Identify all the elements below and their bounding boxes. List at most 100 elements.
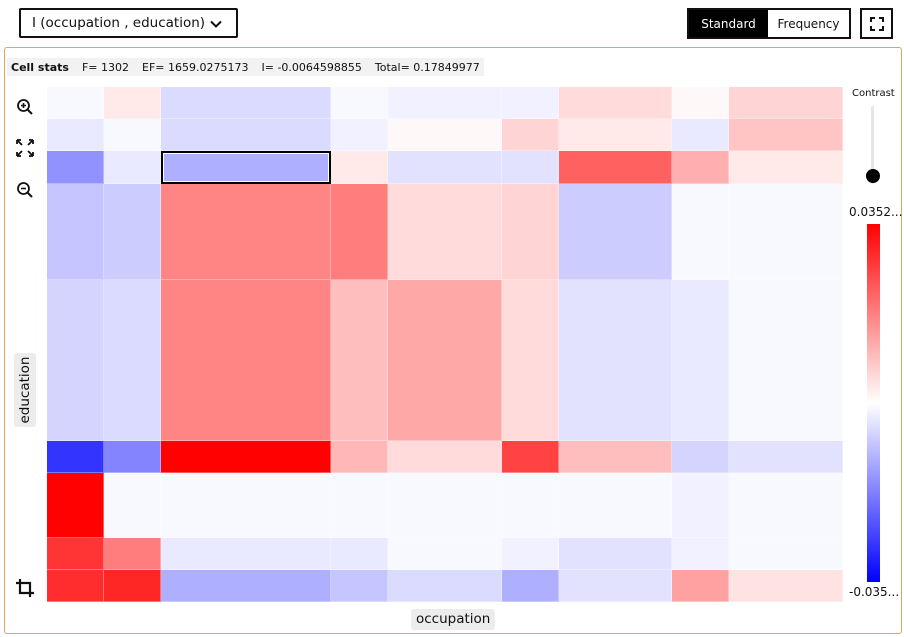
heatmap-cell[interactable] (672, 151, 730, 184)
heatmap-cell[interactable] (47, 119, 104, 152)
heatmap-cell[interactable] (501, 183, 559, 281)
heatmap-cell[interactable] (672, 473, 730, 538)
heatmap-cell[interactable] (47, 441, 104, 474)
contrast-slider-track[interactable] (871, 106, 874, 184)
heatmap-cell[interactable] (160, 441, 332, 474)
heatmap-cell[interactable] (558, 183, 673, 281)
heatmap-cell[interactable] (729, 183, 843, 281)
heatmap-cell[interactable] (672, 87, 730, 120)
zoom-out-icon (17, 182, 33, 198)
heatmap-cell[interactable] (103, 473, 161, 538)
heatmap-cell[interactable] (729, 280, 843, 442)
heatmap-cell[interactable] (331, 537, 389, 570)
heatmap-cell[interactable] (331, 151, 389, 184)
heatmap-cell[interactable] (558, 151, 673, 184)
heatmap-cell[interactable] (331, 280, 389, 442)
heatmap-cell[interactable] (388, 183, 502, 281)
frequency-button[interactable]: Frequency (768, 10, 849, 37)
heatmap-cell[interactable] (160, 473, 332, 538)
heatmap-cell[interactable] (160, 537, 332, 570)
heatmap-cell[interactable] (160, 569, 332, 602)
heatmap-cell[interactable] (729, 119, 843, 152)
heatmap-cell[interactable] (103, 183, 161, 281)
zoom-out-button[interactable] (14, 179, 36, 201)
heatmap-cell[interactable] (160, 151, 332, 184)
heatmap-cell[interactable] (501, 119, 559, 152)
zoom-in-button[interactable] (14, 96, 36, 118)
heatmap-cell[interactable] (672, 183, 730, 281)
heatmap-cell[interactable] (160, 87, 332, 120)
heatmap-cell[interactable] (672, 537, 730, 570)
heatmap-cell[interactable] (103, 119, 161, 152)
standard-button[interactable]: Standard (689, 10, 768, 37)
expand-icon (16, 139, 34, 157)
heatmap-cell[interactable] (331, 473, 389, 538)
heatmap-cell[interactable] (729, 441, 843, 474)
heatmap-cell[interactable] (501, 569, 559, 602)
heatmap-cell[interactable] (558, 537, 673, 570)
heatmap-cell[interactable] (672, 119, 730, 152)
heatmap-cell[interactable] (160, 280, 332, 442)
heatmap-cell[interactable] (160, 183, 332, 281)
heatmap-cell[interactable] (672, 569, 730, 602)
color-legend-bar (867, 224, 880, 582)
heatmap-cell[interactable] (501, 151, 559, 184)
fit-view-button[interactable] (14, 137, 36, 159)
heatmap-cell[interactable] (388, 280, 502, 442)
heatmap-cell[interactable] (47, 87, 104, 120)
heatmap-cell[interactable] (47, 151, 104, 184)
contrast-slider-thumb[interactable] (866, 169, 880, 184)
heatmap-cell[interactable] (331, 87, 389, 120)
heatmap-cell[interactable] (501, 473, 559, 538)
heatmap-cell[interactable] (558, 280, 673, 442)
heatmap-cell[interactable] (672, 280, 730, 442)
heatmap-cell[interactable] (501, 87, 559, 120)
heatmap-cell[interactable] (501, 537, 559, 570)
heatmap-cell[interactable] (388, 441, 502, 474)
heatmap-cell[interactable] (103, 87, 161, 120)
heatmap-cell[interactable] (47, 473, 104, 538)
heatmap-cell[interactable] (331, 569, 389, 602)
heatmap-cell[interactable] (103, 280, 161, 442)
crop-button[interactable] (14, 577, 36, 599)
heatmap-cell[interactable] (388, 537, 502, 570)
cell-stats-bar: Cell stats F= 1302 EF= 1659.0275173 I= -… (7, 58, 484, 76)
heatmap-cell[interactable] (388, 151, 502, 184)
heatmap-cell[interactable] (729, 569, 843, 602)
heatmap-cell[interactable] (160, 119, 332, 152)
fullscreen-button[interactable] (860, 8, 893, 39)
heatmap-cell[interactable] (558, 87, 673, 120)
heatmap-cell[interactable] (388, 87, 502, 120)
heatmap-cell[interactable] (388, 473, 502, 538)
heatmap-cell[interactable] (729, 87, 843, 120)
cell-stat-f: F= 1302 (81, 60, 129, 74)
heatmap-cell[interactable] (672, 441, 730, 474)
heatmap-cell[interactable] (558, 473, 673, 538)
contrast-label: Contrast (852, 88, 895, 99)
heatmap-cell[interactable] (558, 119, 673, 152)
heatmap-cell[interactable] (331, 119, 389, 152)
selector-label: I (occupation , education) (32, 15, 206, 31)
heatmap-cell[interactable] (103, 151, 161, 184)
heatmap-cell[interactable] (331, 183, 389, 281)
view-mode-toggle: Standard Frequency (687, 8, 851, 39)
heatmap-cell[interactable] (103, 441, 161, 474)
heatmap-cell[interactable] (388, 569, 502, 602)
heatmap-cell[interactable] (103, 569, 161, 602)
heatmap-cell[interactable] (47, 280, 104, 442)
heatmap-cell[interactable] (501, 280, 559, 442)
heatmap-cell[interactable] (558, 441, 673, 474)
heatmap-cell[interactable] (729, 537, 843, 570)
heatmap-cell[interactable] (388, 119, 502, 152)
heatmap-cell[interactable] (47, 537, 104, 570)
heatmap-cell[interactable] (331, 441, 389, 474)
variable-pair-selector[interactable]: I (occupation , education) (19, 8, 238, 38)
heatmap-cell[interactable] (501, 441, 559, 474)
x-axis-label: occupation (411, 609, 496, 630)
heatmap-cell[interactable] (558, 569, 673, 602)
heatmap-cell[interactable] (103, 537, 161, 570)
heatmap-cell[interactable] (729, 151, 843, 184)
heatmap-cell[interactable] (47, 569, 104, 602)
heatmap-cell[interactable] (47, 183, 104, 281)
heatmap-cell[interactable] (729, 473, 843, 538)
